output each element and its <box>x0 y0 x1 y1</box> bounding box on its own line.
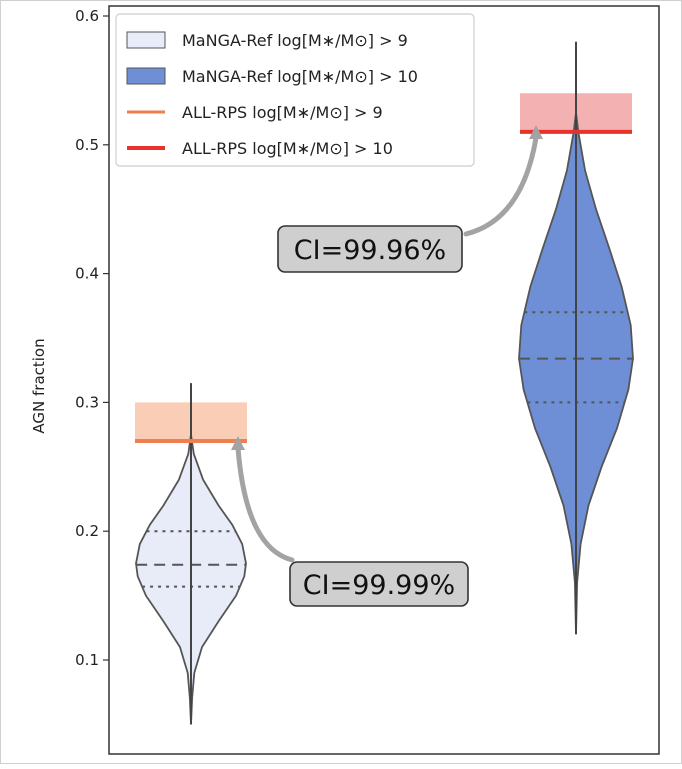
y-tick-label: 0.2 <box>75 522 99 540</box>
legend-entry: MaNGA-Ref log[M∗/M⊙] > 9 <box>126 31 408 50</box>
ci-label: CI=99.99% <box>303 570 455 601</box>
legend-swatch <box>126 31 166 49</box>
y-axis-label: AGN fraction <box>30 338 48 433</box>
legend-label: MaNGA-Ref log[M∗/M⊙] > 9 <box>182 31 408 50</box>
legend: MaNGA-Ref log[M∗/M⊙] > 9 MaNGA-Ref log[M∗… <box>115 13 475 167</box>
legend-label: ALL-RPS log[M∗/M⊙] > 10 <box>182 139 393 158</box>
y-tick-label: 0.5 <box>75 136 99 154</box>
legend-box <box>115 13 475 167</box>
ci-annotation: CI=99.96% <box>277 125 543 273</box>
violin-1 <box>135 383 247 725</box>
ci-label: CI=99.96% <box>294 235 446 266</box>
ci-arrow-head <box>231 436 245 450</box>
violins <box>135 41 634 725</box>
legend-swatch <box>126 67 166 85</box>
y-axis: 0.1 0.2 0.3 0.4 0.5 0.6 <box>75 7 109 669</box>
ci-arrow-head <box>529 125 543 139</box>
ci-arrow <box>463 135 539 237</box>
y-tick-label: 0.3 <box>75 393 99 411</box>
legend-entry: ALL-RPS log[M∗/M⊙] > 9 <box>127 103 383 122</box>
legend-label: MaNGA-Ref log[M∗/M⊙] > 10 <box>182 67 418 86</box>
ci-label-box <box>277 225 463 273</box>
legend-entry: MaNGA-Ref log[M∗/M⊙] > 10 <box>126 67 418 86</box>
ci-annotation: CI=99.99% <box>231 436 469 607</box>
legend-entry: ALL-RPS log[M∗/M⊙] > 10 <box>127 139 393 158</box>
legend-label: ALL-RPS log[M∗/M⊙] > 9 <box>182 103 383 122</box>
violin-2 <box>518 41 634 635</box>
y-tick-label: 0.4 <box>75 265 99 283</box>
y-tick-label: 0.6 <box>75 7 99 25</box>
y-tick-label: 0.1 <box>75 651 99 669</box>
ci-label-box <box>289 561 469 607</box>
ci-arrow <box>235 445 295 563</box>
annotations: CI=99.99% CI=99.96% <box>231 125 543 607</box>
